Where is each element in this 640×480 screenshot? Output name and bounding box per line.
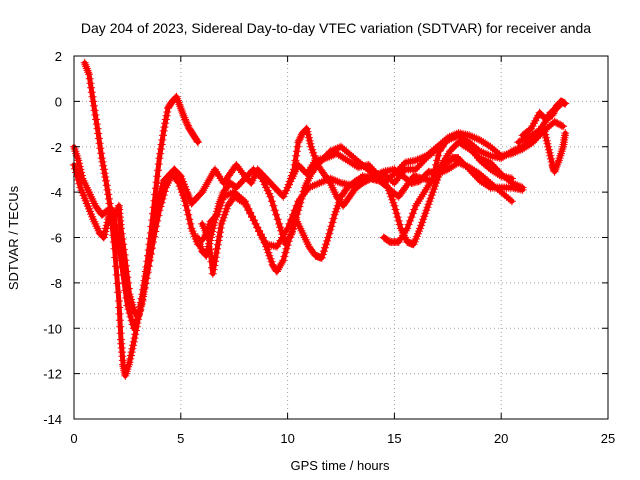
series-plus-markers [514, 124, 570, 176]
y-tick-label: -14 [43, 412, 62, 427]
series-plus-markers [80, 58, 202, 380]
x-tick-label: 0 [70, 431, 77, 446]
y-tick-label: -12 [43, 367, 62, 382]
y-axis-label: SDTVAR / TECUs [6, 185, 21, 290]
series-plus-markers [379, 131, 516, 246]
x-tick-label: 15 [387, 431, 401, 446]
y-tick-label: -2 [50, 140, 62, 155]
x-tick-label: 25 [601, 431, 615, 446]
y-tick-label: -6 [50, 231, 62, 246]
x-axis-label: GPS time / hours [291, 458, 390, 473]
series-plus-markers [518, 97, 570, 140]
series-9 [518, 97, 570, 140]
x-tick-label: 20 [494, 431, 508, 446]
series-6 [283, 124, 527, 249]
series-8 [514, 124, 570, 176]
data-series [70, 58, 570, 380]
series-3 [70, 99, 565, 333]
y-tick-label: -8 [50, 276, 62, 291]
x-tick-label: 10 [280, 431, 294, 446]
axis-ticks: 0 5 10 15 20 25 -14 -12 -10 -8 -6 -4 -2 0 2 [43, 49, 615, 446]
chart-title: Day 204 of 2023, Sidereal Day-to-day VTE… [81, 20, 591, 36]
series-2 [80, 58, 202, 380]
y-tick-label: -4 [50, 185, 62, 200]
y-tick-label: -10 [43, 321, 62, 336]
y-tick-label: 0 [55, 94, 62, 109]
x-tick-label: 5 [177, 431, 184, 446]
y-tick-label: 2 [55, 49, 62, 64]
series-7 [379, 131, 516, 246]
